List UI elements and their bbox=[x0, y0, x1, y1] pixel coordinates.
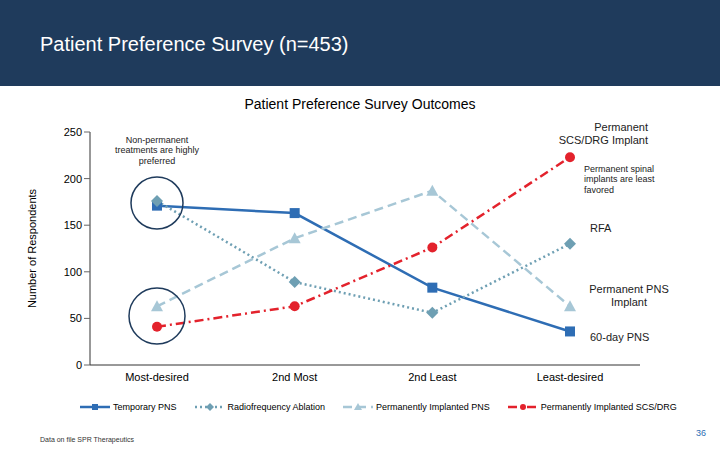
html-text:60-day PNS: 60-day PNS bbox=[590, 331, 650, 343]
html-text:Radiofrequency Ablation: Radiofrequency Ablation bbox=[227, 402, 326, 412]
html-text:Permanently Implanted PNS: Permanently Implanted PNS bbox=[376, 402, 490, 412]
html-text:RFA: RFA bbox=[590, 222, 612, 234]
html-text:36: 36 bbox=[696, 428, 706, 438]
svg-text:150: 150 bbox=[64, 219, 82, 231]
html-text:Patient Preference Survey Outc: Patient Preference Survey Outcomes bbox=[244, 96, 476, 112]
svg-text:Number of Respondents: Number of Respondents bbox=[26, 188, 38, 308]
html-text:Permanent PNS Implant: Permanent PNS Implant bbox=[589, 283, 669, 308]
svg-text:0: 0 bbox=[76, 359, 82, 371]
html-text:Patient Preference Survey (n=4: Patient Preference Survey (n=453) bbox=[40, 33, 349, 55]
svg-text:250: 250 bbox=[64, 126, 82, 138]
svg-text:200: 200 bbox=[64, 173, 82, 185]
svg-text:100: 100 bbox=[64, 266, 82, 278]
svg-text:Most-desired: Most-desired bbox=[125, 371, 189, 383]
html-text:Permanently Implanted SCS/DRG: Permanently Implanted SCS/DRG bbox=[540, 402, 677, 412]
svg-text:Least-desired: Least-desired bbox=[537, 371, 604, 383]
html-text:Data on file SPR Therapeutics: Data on file SPR Therapeutics bbox=[40, 436, 134, 443]
html-text:Permanent SCS/DRG Implant: Permanent SCS/DRG Implant bbox=[558, 121, 648, 146]
svg-text:2nd Least: 2nd Least bbox=[408, 371, 456, 383]
svg-text:2nd Most: 2nd Most bbox=[272, 371, 317, 383]
html-text:Permanent spinal implants are: Permanent spinal implants are least favo… bbox=[584, 164, 655, 195]
html-text:Temporary PNS: Temporary PNS bbox=[113, 402, 177, 412]
html-text:Non-permanent treatments are h: Non-permanent treatments are highly pref… bbox=[115, 135, 199, 166]
svg-text:50: 50 bbox=[70, 312, 82, 324]
